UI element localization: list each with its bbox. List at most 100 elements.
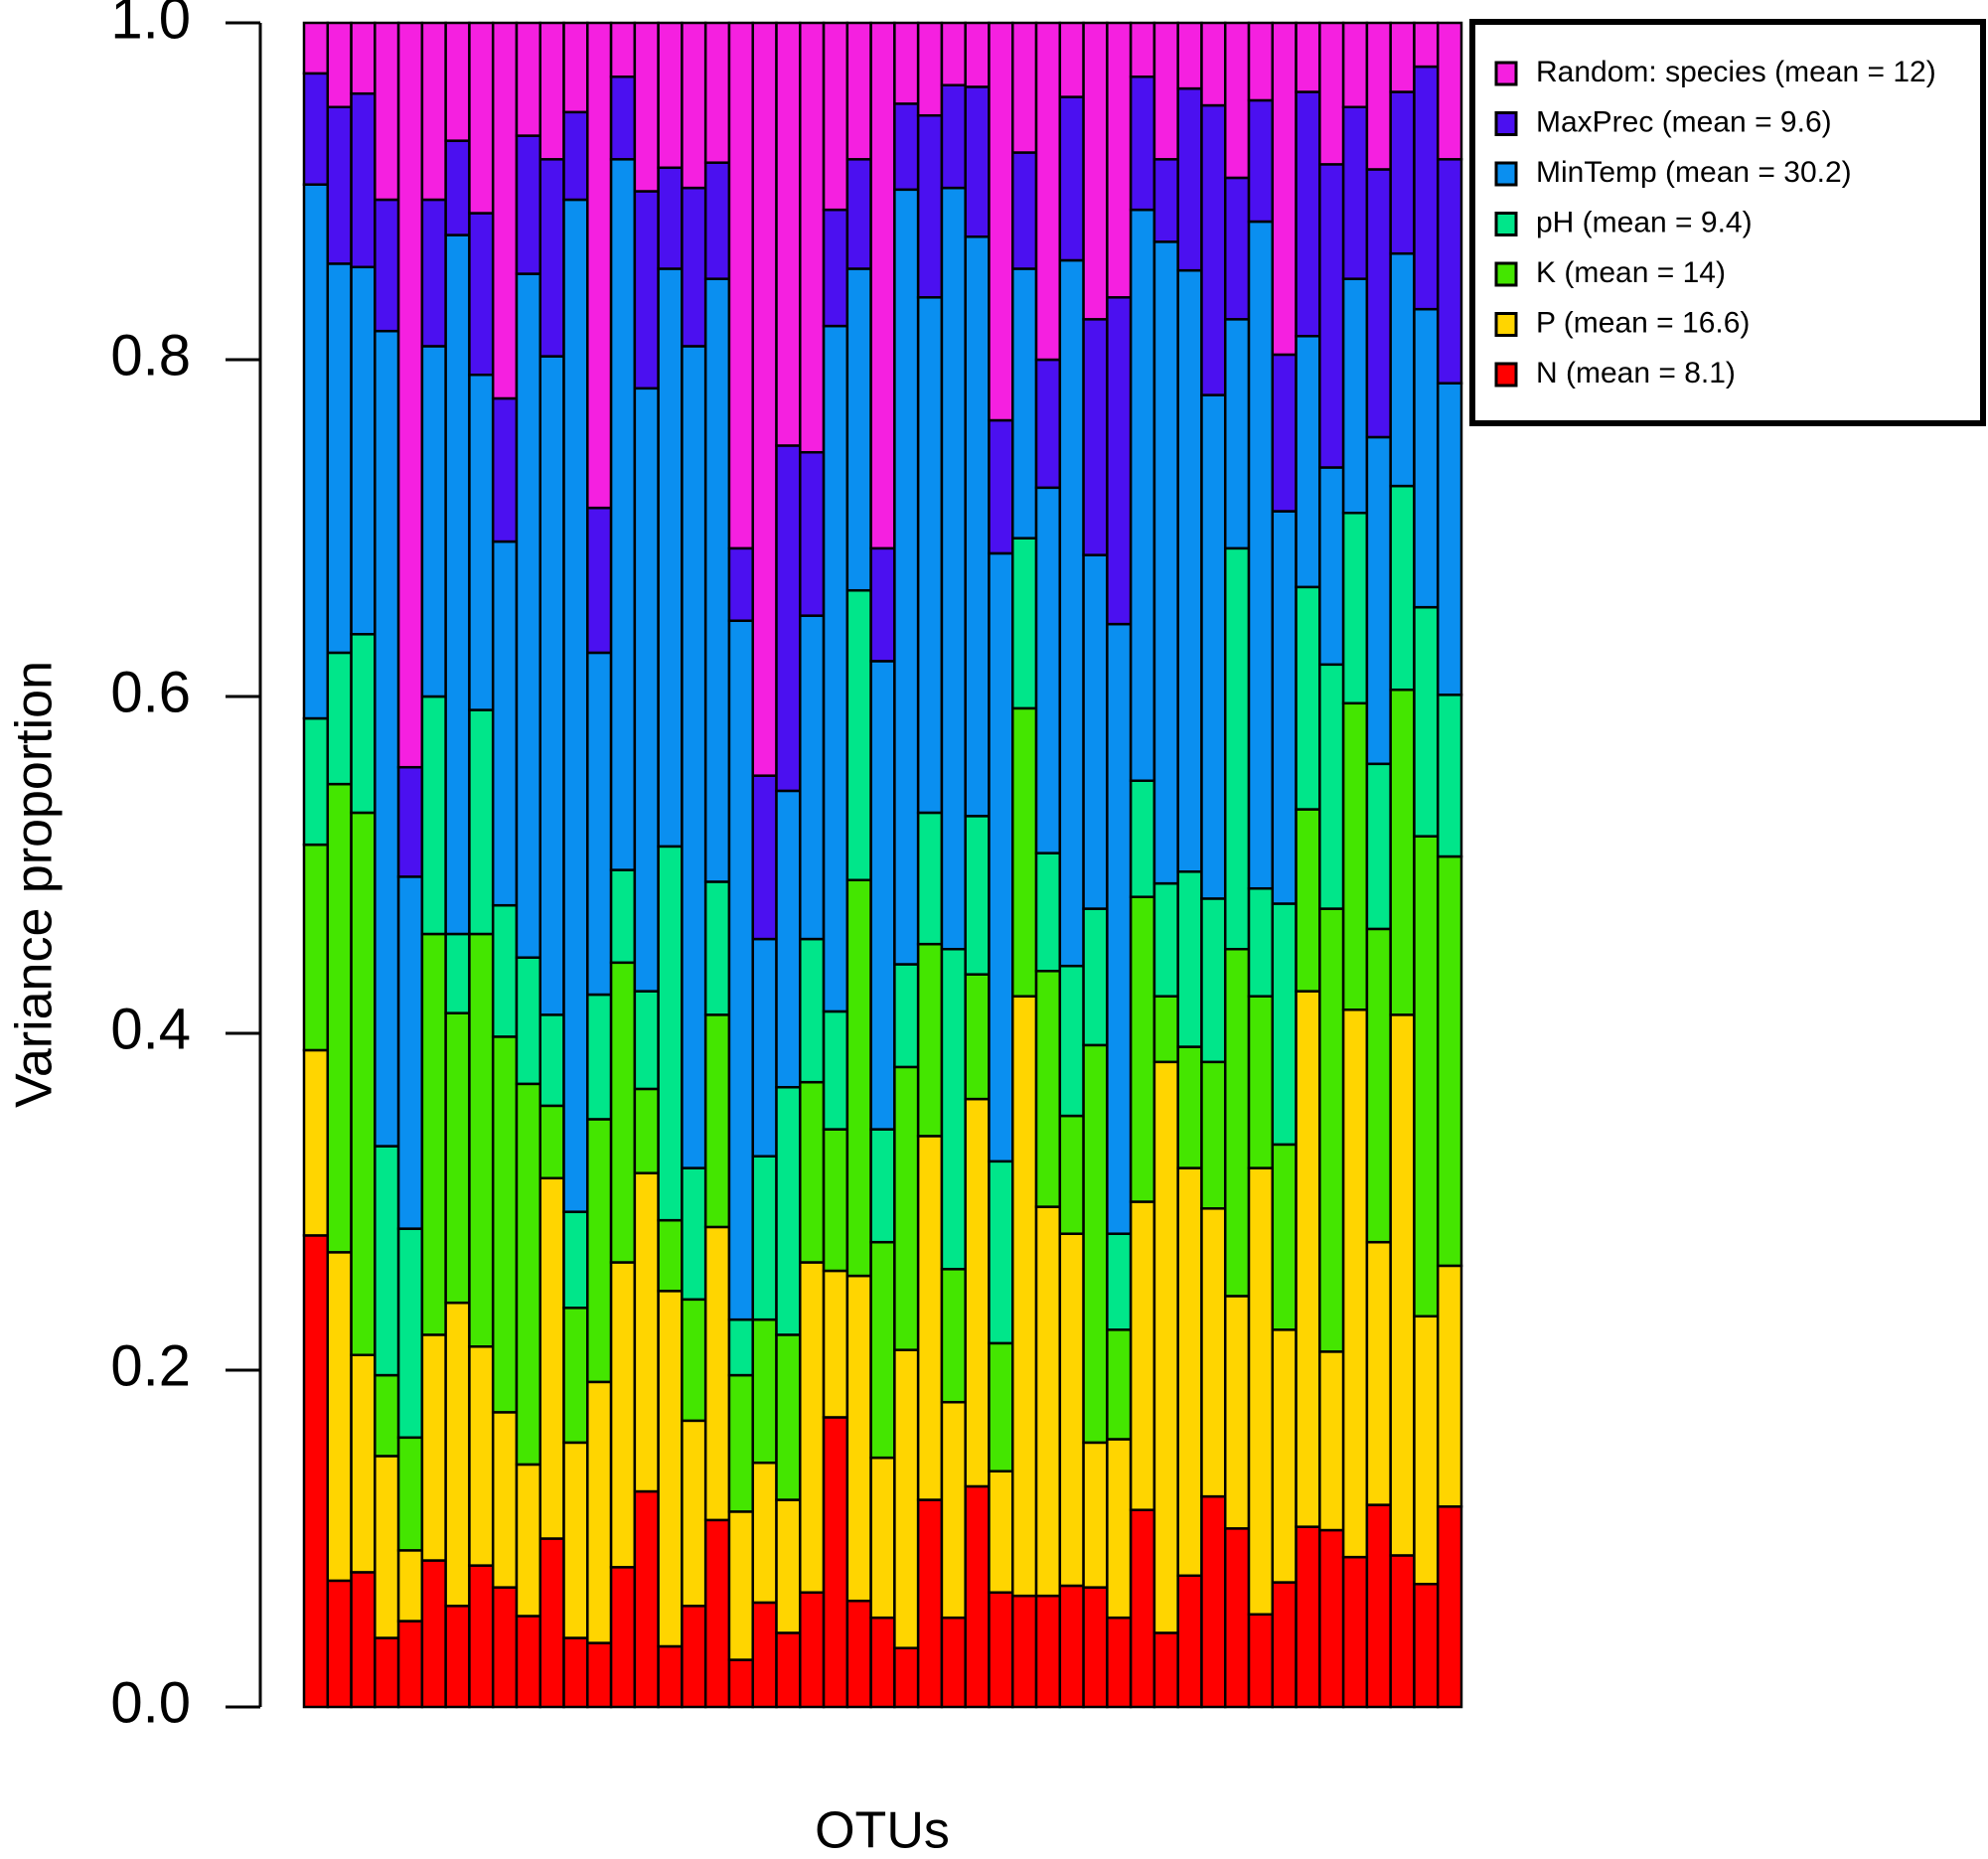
bar-segment	[444, 932, 471, 1014]
bar-segment	[374, 1455, 400, 1639]
bar-segment	[1058, 258, 1085, 968]
bar-segment	[799, 1080, 826, 1264]
bar-segment	[586, 1641, 613, 1709]
y-tick-label: 0.4	[110, 997, 191, 1061]
bar-segment	[586, 506, 613, 655]
bar-segment	[727, 21, 754, 550]
bar-segment	[657, 845, 684, 1222]
bar-segment	[703, 1225, 731, 1522]
bar-segment	[988, 1470, 1014, 1594]
bar-segment	[1271, 902, 1298, 1147]
bar-segment	[444, 139, 471, 236]
bar-segment	[515, 956, 542, 1086]
bar-segment	[420, 932, 447, 1336]
bar-segment	[1389, 1554, 1416, 1709]
bar-segment	[1058, 1584, 1085, 1709]
bar-segment	[420, 1559, 447, 1709]
bar-segment	[1295, 21, 1321, 93]
bar-segment	[727, 1373, 754, 1513]
bar-segment	[940, 21, 967, 86]
bar-segment	[302, 1048, 330, 1237]
bar-segment	[845, 588, 872, 882]
bar-segment	[1034, 21, 1062, 362]
y-tick-label: 0.0	[110, 1670, 191, 1735]
bar-segment	[703, 21, 731, 164]
bar-segment	[1413, 65, 1440, 311]
bar-segment	[822, 324, 849, 1013]
bar-segment	[468, 708, 495, 936]
bar-segment	[845, 158, 872, 270]
bar-segment	[1247, 1613, 1275, 1709]
bar-segment	[845, 267, 872, 592]
bar-segment	[775, 1631, 802, 1709]
legend-swatch	[1494, 261, 1518, 287]
bar-segment	[609, 1261, 637, 1569]
bar-segment	[1200, 21, 1227, 107]
bar-segment	[420, 695, 447, 936]
bar-segment	[727, 619, 754, 1321]
bar-segment	[1011, 267, 1038, 540]
bar-segment	[374, 1636, 400, 1709]
bar-segment	[633, 21, 660, 193]
bar-segment	[1106, 622, 1133, 1235]
bar-segment	[799, 21, 826, 454]
bar-segment	[703, 277, 731, 883]
bar-segment	[350, 91, 377, 269]
bar-segment	[1176, 1574, 1203, 1709]
bar-segment	[1247, 1166, 1275, 1617]
bar-segment	[988, 1160, 1014, 1345]
bar-segment	[515, 21, 542, 137]
bar-segment	[799, 614, 826, 941]
bar-segment	[350, 1571, 377, 1709]
bar-segment	[1365, 762, 1392, 931]
bar-segment	[350, 633, 377, 815]
legend-label: pH (mean = 9.4)	[1536, 206, 1753, 238]
bar-segment	[703, 1518, 731, 1709]
bar-segment	[515, 134, 542, 275]
bar-segment	[869, 1128, 896, 1244]
bar-segment	[586, 651, 613, 997]
bar-segment	[916, 113, 944, 299]
bar-segment	[515, 1082, 542, 1467]
legend-label: Random: species (mean = 12)	[1536, 56, 1936, 88]
bar-segment	[822, 1128, 849, 1273]
legend-box	[1469, 19, 1986, 426]
bar-segment	[396, 1436, 424, 1552]
bar-segment	[1295, 808, 1321, 993]
bar-segment	[396, 875, 424, 1230]
bar-segment	[326, 651, 353, 786]
bar-segment	[751, 1155, 778, 1321]
bar-segment	[444, 233, 471, 936]
bar-segment	[491, 540, 519, 907]
bar-segment	[538, 1176, 565, 1540]
bar-segment	[326, 21, 353, 108]
bar-segment	[1058, 21, 1085, 98]
bar-segment	[1034, 358, 1062, 490]
bar-segment	[302, 843, 330, 1052]
bar-segment	[562, 198, 589, 1213]
bar-segment	[1106, 296, 1133, 626]
bar-segment	[1011, 995, 1038, 1598]
bar-segment	[964, 85, 991, 238]
bar-segment	[1129, 208, 1156, 782]
bar-segment	[1200, 1207, 1227, 1498]
bar-segment	[1106, 21, 1133, 299]
legend-label: N (mean = 8.1)	[1536, 357, 1736, 389]
bar-segment	[374, 21, 400, 202]
y-tick-label: 1.0	[110, 0, 191, 51]
bar-segment	[350, 811, 377, 1356]
bar-segment	[444, 1605, 471, 1709]
bar-segment	[1365, 435, 1392, 766]
bar-segment	[468, 21, 495, 215]
bar-segment	[1341, 511, 1369, 705]
bar-segment	[822, 1416, 849, 1709]
bar-segment	[657, 166, 684, 270]
bar-segment	[609, 75, 637, 161]
bar-segment	[1058, 964, 1085, 1118]
bar-segment	[1365, 168, 1392, 439]
bar-segment	[1318, 163, 1345, 469]
bar-segment	[1247, 21, 1275, 102]
bar-segment	[893, 1646, 920, 1709]
bar-segment	[1318, 21, 1345, 166]
bar-segment	[964, 1097, 991, 1488]
